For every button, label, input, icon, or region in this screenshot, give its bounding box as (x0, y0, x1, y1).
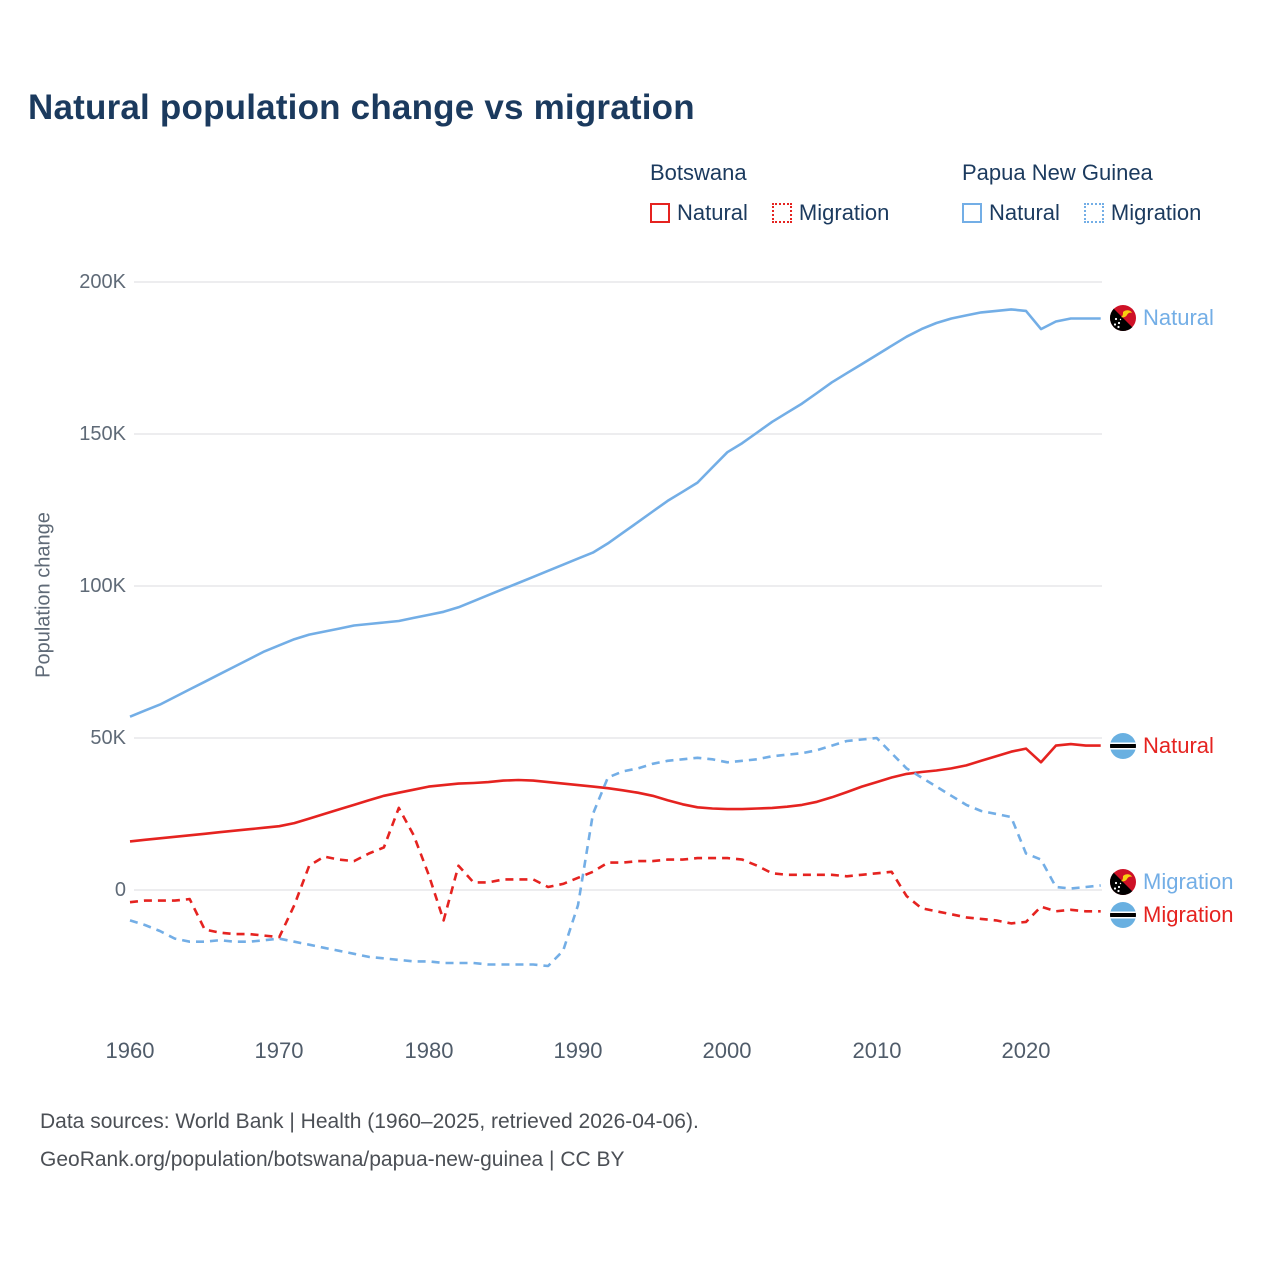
end-label-png-natural: Natural (1110, 305, 1214, 331)
legend-swatch-dashed-blue (1083, 203, 1104, 223)
end-label-text: Natural (1143, 305, 1214, 330)
legend-item-label: Migration (798, 200, 890, 225)
legend-item-label: Migration (1110, 200, 1202, 225)
end-label-text: Migration (1143, 902, 1234, 927)
end-label-botswana-natural: Natural (1110, 733, 1214, 759)
legend-group-label: Papua New Guinea (962, 160, 1153, 185)
attribution-text: GeoRank.org/population/botswana/papua-ne… (40, 1148, 625, 1171)
x-tick-1960: 1960 (105, 1038, 155, 1063)
legend-item-png-migration[interactable]: Migration (1083, 200, 1202, 226)
legend-item-botswana-natural[interactable]: Natural (650, 200, 748, 226)
legend-item-png-natural[interactable]: Natural (962, 200, 1060, 226)
legend-item-label: Natural (677, 200, 748, 225)
y-tick-0: 0 (114, 879, 126, 901)
legend-group-label: Botswana (650, 160, 747, 185)
y-tick-100k: 100K (79, 575, 126, 597)
data-sources-text: Data sources: World Bank | Health (1960–… (40, 1110, 699, 1133)
end-label-botswana-migration: Migration (1110, 902, 1233, 928)
x-tick-2010: 2010 (852, 1038, 902, 1063)
legend-item-label: Natural (989, 200, 1060, 225)
papua-new-guinea-flag-icon (1110, 869, 1136, 895)
legend-swatch-solid-blue (962, 203, 982, 223)
series-line-botswana-migration (129, 806, 1101, 939)
y-tick-50k: 50K (90, 727, 126, 749)
end-label-text: Natural (1143, 733, 1214, 758)
legend-item-botswana-migration[interactable]: Migration (771, 200, 890, 226)
legend-group-papua-new-guinea: Papua New Guinea Natural Migration (962, 160, 1201, 226)
series-line-botswana-natural (129, 742, 1101, 843)
x-tick-2020: 2020 (1001, 1038, 1051, 1063)
x-tick-1980: 1980 (404, 1038, 454, 1063)
series-line-papua-new-guinea-natural (129, 308, 1101, 718)
papua-new-guinea-flag-icon (1110, 305, 1136, 331)
legend-swatch-dashed-red (771, 203, 792, 223)
botswana-flag-icon (1110, 902, 1136, 928)
botswana-flag-icon (1110, 733, 1136, 759)
page-title: Natural population change vs migration (28, 88, 695, 127)
legend-swatch-solid-red (650, 203, 670, 223)
y-tick-200k: 200K (79, 271, 126, 293)
x-tick-1970: 1970 (254, 1038, 304, 1063)
y-tick-150k: 150K (79, 423, 126, 445)
end-label-text: Migration (1143, 869, 1234, 894)
x-tick-1990: 1990 (553, 1038, 603, 1063)
x-tick-2000: 2000 (702, 1038, 752, 1063)
series-line-papua-new-guinea-migration (129, 736, 1101, 968)
legend-group-botswana: Botswana Natural Migration (650, 160, 889, 226)
end-label-png-migration: Migration (1110, 869, 1233, 895)
